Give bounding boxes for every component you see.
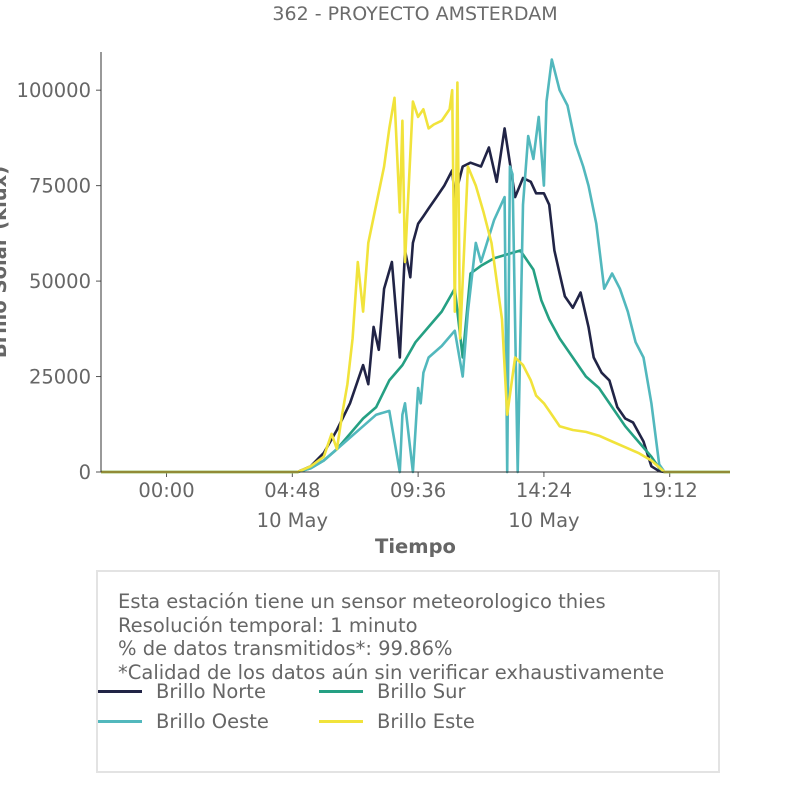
- x-tick-label: 04:48: [264, 479, 320, 502]
- y-tick-label: 0: [79, 461, 91, 484]
- chart-title: 362 - PROYECTO AMSTERDAM: [272, 3, 558, 25]
- y-axis-label: Brillo Solar (klux): [0, 166, 11, 358]
- x-tick-label: 14:24: [516, 479, 572, 502]
- x-axis-label-group: Tiempo: [375, 535, 456, 558]
- info-line-transmitted: % de datos transmitidos*: 99.86%: [118, 637, 453, 660]
- series-line-brillo-este: [101, 81, 730, 474]
- y-axis-label-group: Brillo Solar (klux): [0, 166, 11, 358]
- info-line-sensor: Esta estación tiene un sensor meteorolog…: [118, 590, 606, 613]
- series-lines: [101, 58, 730, 474]
- info-line-resolution: Resolución temporal: 1 minuto: [118, 613, 418, 637]
- station-info: Esta estación tiene un sensor meteorolog…: [118, 590, 664, 684]
- x-tick-label: 00:00: [138, 479, 194, 502]
- x-axis-label: Tiempo: [375, 535, 456, 558]
- x-tick-date-label: 10 May: [257, 509, 328, 532]
- info-panel: Esta estación tiene un sensor meteorolog…: [96, 570, 720, 773]
- x-tick-date-label: 10 May: [508, 509, 579, 532]
- axes: [100, 52, 730, 473]
- x-tick-label: 09:36: [390, 479, 446, 502]
- series-line-brillo-norte: [101, 127, 730, 474]
- y-tick-label: 75000: [29, 175, 91, 198]
- info-line-quality: *Calidad de los datos aún sin verificar …: [118, 660, 665, 684]
- y-tick-label: 100000: [17, 79, 91, 102]
- y-tick-label: 25000: [29, 366, 91, 389]
- x-tick-label: 19:12: [642, 479, 698, 502]
- axis-ticks: 0 25000 50000 75000 100000 00:00 04:48 10 May 09…: [17, 79, 698, 532]
- series-line-brillo-oeste: [101, 58, 730, 474]
- y-tick-label: 50000: [29, 270, 91, 293]
